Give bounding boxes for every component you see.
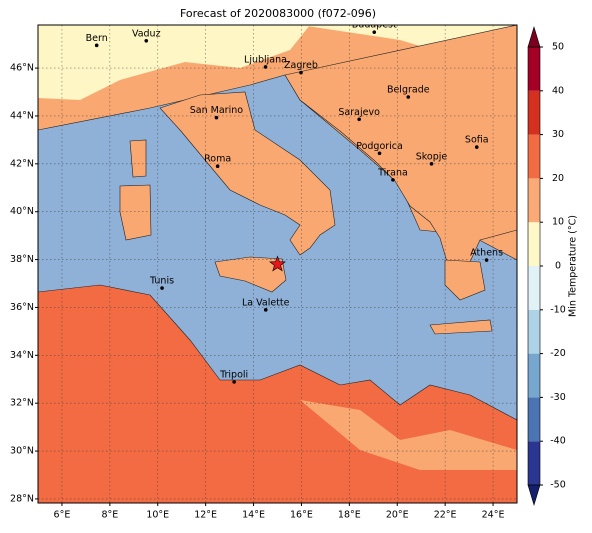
sicily (214, 256, 287, 293)
lat-tick-label: 40°N (10, 206, 34, 217)
colorbar-segment (528, 134, 540, 179)
city-label: Zagreb (284, 60, 318, 71)
colorbar: -50 -40 -30 -20 -10 0 10 20 30 40 50 (527, 25, 566, 507)
city-dot (391, 178, 395, 182)
lon-tick-label: 18°E (338, 510, 361, 521)
event-marker (269, 255, 286, 272)
lat-tick-label: 32°N (10, 398, 34, 409)
lat-tick-label: 34°N (10, 350, 34, 361)
lat-tick-label: 42°N (10, 158, 34, 169)
city-label: Tripoli (219, 369, 248, 380)
city-label: Belgrade (387, 85, 430, 96)
lon-tick-label: 12°E (194, 510, 217, 521)
lat-tick-label: 46°N (10, 63, 34, 74)
colorbar-tick-label: -10 (550, 304, 566, 315)
colorbar-tick-label: -40 (550, 436, 566, 447)
colorbar-segment (528, 178, 540, 223)
colorbar-under (527, 484, 541, 507)
colorbar-tick-label: 0 (555, 261, 561, 272)
lon-tick-label: 10°E (146, 510, 169, 521)
city-dot (406, 95, 411, 99)
colorbar-segment (528, 309, 540, 354)
lon-tick-label: 22°E (434, 510, 457, 521)
colorbar-tick-label: -20 (550, 348, 566, 359)
balkans (284, 25, 517, 273)
lon-tick-label: 20°E (386, 510, 409, 521)
city-label: Sarajevo (338, 107, 380, 118)
city-dot (232, 380, 236, 384)
city-dot (429, 162, 434, 166)
alps-cool-zone (38, 25, 310, 100)
colorbar-segment (528, 353, 540, 398)
city-label: San Marino (190, 105, 243, 116)
city-dot (299, 70, 303, 75)
lat-tick-label: 44°N (10, 110, 34, 121)
city-dot (474, 145, 479, 149)
colorbar-tick-label: 10 (552, 217, 564, 228)
map-frame (37, 24, 518, 504)
africa-patch (300, 400, 517, 470)
city-dot (94, 43, 99, 48)
lat-tick-label: 28°N (10, 493, 34, 504)
colorbar-tick-label: 50 (552, 42, 564, 53)
city-label: Vaduz (132, 28, 161, 39)
colorbar-segment (528, 47, 540, 91)
lon-tick-label: 14°E (242, 510, 265, 521)
sardinia (119, 184, 152, 241)
city-dot (377, 151, 382, 156)
lon-tick-label: 24°E (482, 510, 505, 521)
city-dot (484, 258, 489, 262)
city-dot (263, 308, 268, 312)
city-dot (263, 65, 268, 69)
city-dot (357, 117, 361, 122)
city-label: Bern (86, 33, 108, 44)
city-label: Sofia (465, 135, 489, 146)
city-label: Podgorica (356, 141, 403, 152)
lat-tick-label: 38°N (10, 254, 34, 265)
corsica (129, 139, 147, 178)
colorbar-over (527, 25, 541, 48)
lat-tick-label: 30°N (10, 446, 34, 457)
colorbar-segment (528, 441, 540, 485)
map-ticks: 6°E 8°E 10°E 12°E 14°E 16°E 18°E 20°E 22°E 24°E 28… (10, 63, 504, 521)
city-dot (372, 30, 377, 34)
italy (159, 91, 336, 256)
colorbar-tick-label: -50 (550, 480, 566, 491)
city-label: Tirana (377, 167, 408, 178)
city-dot (160, 286, 164, 290)
colorbar-segment (528, 222, 540, 266)
colorbar-tick-label: 20 (552, 173, 564, 184)
map-title: Forecast of 2020083000 (f072-096) (180, 7, 376, 20)
city-label: Roma (204, 154, 231, 165)
colorbar-segment (528, 266, 540, 310)
city-label: Budapest (352, 20, 397, 31)
lon-tick-label: 8°E (101, 510, 118, 521)
crete (429, 319, 493, 335)
city-dot (215, 164, 220, 169)
city-dot (214, 115, 219, 120)
colorbar-tick-label: 30 (552, 129, 564, 140)
colorbar-tick-label: -30 (550, 392, 566, 403)
colorbar-segment (528, 90, 540, 135)
colorbar-label: Min Temperature (°C) (568, 215, 579, 317)
peloponnese (444, 259, 486, 301)
colorbar-tick-label: 40 (552, 85, 564, 96)
lon-tick-label: 6°E (54, 510, 71, 521)
city-label: Tunis (149, 276, 174, 287)
city-dot (144, 38, 149, 43)
lat-tick-label: 36°N (10, 302, 34, 313)
city-label: Skopje (416, 151, 448, 162)
city-label: La Valette (242, 297, 290, 308)
lon-tick-label: 16°E (290, 510, 313, 521)
colorbar-segment (528, 397, 540, 442)
city-label: Ljubljana (244, 54, 287, 65)
city-label: Athens (470, 248, 503, 259)
